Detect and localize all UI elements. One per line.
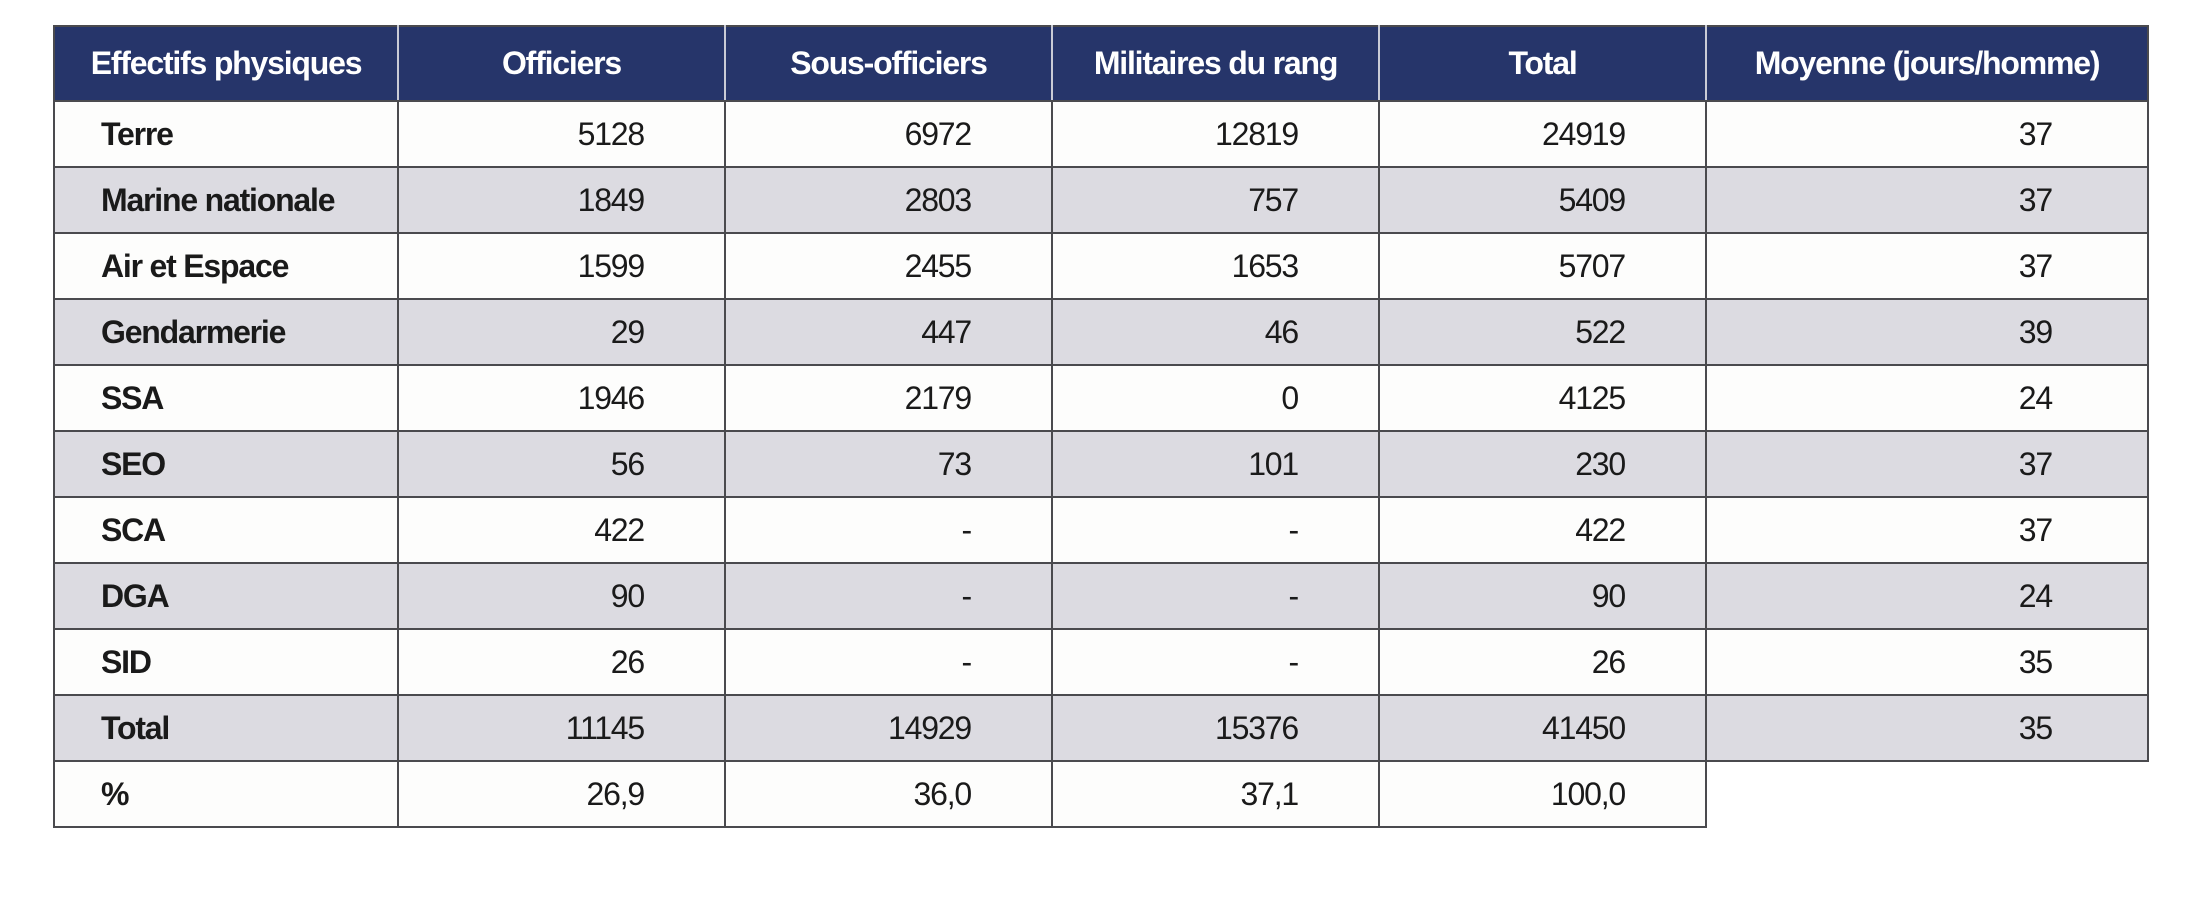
header-row: Effectifs physiques Officiers Sous-officie… [53, 25, 2149, 102]
average-cell: 37 [1705, 232, 2149, 300]
value-cell: 2455 [724, 232, 1053, 300]
value-cell: 2179 [724, 364, 1053, 432]
table-row: SEO 56 73 101 230 37 [53, 430, 2149, 498]
column-header: Officiers [397, 25, 726, 102]
table-row: SCA 422- -422 37 [53, 496, 2149, 564]
value-cell: 26,9 [397, 760, 726, 828]
effectifs-table: Effectifs physiques Officiers Sous-officie… [53, 25, 2149, 828]
row-label: Marine nationale [53, 166, 399, 234]
value-cell: 12819 [1051, 100, 1380, 168]
value-cell: 26 [1378, 628, 1707, 696]
value-cell: 522 [1378, 298, 1707, 366]
value-cell: 26 [397, 628, 726, 696]
value-cell: 24919 [1378, 100, 1707, 168]
value-cell: 100,0 [1378, 760, 1707, 828]
row-label: Air et Espace [53, 232, 399, 300]
average-cell: 35 [1705, 628, 2149, 696]
value-cell: - [724, 628, 1053, 696]
average-cell: 24 [1705, 562, 2149, 630]
value-cell: 422 [1378, 496, 1707, 564]
value-cell: 15376 [1051, 694, 1380, 762]
table-row: Gendarmerie 29 447 46 522 39 [53, 298, 2149, 366]
value-cell: 56 [397, 430, 726, 498]
row-label: SSA [53, 364, 399, 432]
value-cell: - [1051, 628, 1380, 696]
value-cell: 29 [397, 298, 726, 366]
value-cell: - [724, 496, 1053, 564]
value-cell: 230 [1378, 430, 1707, 498]
column-header: Total [1378, 25, 1707, 102]
value-cell: 447 [724, 298, 1053, 366]
average-cell: 24 [1705, 364, 2149, 432]
value-cell: 2803 [724, 166, 1053, 234]
value-cell: 422 [397, 496, 726, 564]
value-cell: 11145 [397, 694, 726, 762]
table-row: DGA 90- -90 24 [53, 562, 2149, 630]
table-row: Terre 5128 6972 12819 24919 37 [53, 100, 2149, 168]
value-cell: 37,1 [1051, 760, 1380, 828]
table-row: Air et Espace 1599 2455 1653 5707 37 [53, 232, 2149, 300]
value-cell: 1849 [397, 166, 726, 234]
row-label: Gendarmerie [53, 298, 399, 366]
value-cell: 0 [1051, 364, 1380, 432]
table-row: SID 26- -26 35 [53, 628, 2149, 696]
table-row: % 26,9 36,0 37,1 100,0 [53, 760, 2148, 828]
value-cell: 90 [1378, 562, 1707, 630]
row-label: Terre [53, 100, 399, 168]
average-cell: 37 [1705, 430, 2149, 498]
table-row: Total 11145 14929 15376 41450 35 [53, 694, 2149, 762]
value-cell: - [1051, 562, 1380, 630]
row-label: DGA [53, 562, 399, 630]
value-cell: 5128 [397, 100, 726, 168]
table-row: SSA 1946 2179 0 4125 24 [53, 364, 2149, 432]
value-cell: 90 [397, 562, 726, 630]
value-cell: 1653 [1051, 232, 1380, 300]
average-cell: 37 [1705, 496, 2149, 564]
row-label: SCA [53, 496, 399, 564]
row-label: % [53, 760, 399, 828]
column-header: Effectifs physiques [53, 25, 399, 102]
row-label: SID [53, 628, 399, 696]
value-cell: 5409 [1378, 166, 1707, 234]
value-cell: 4125 [1378, 364, 1707, 432]
value-cell: 5707 [1378, 232, 1707, 300]
value-cell: 101 [1051, 430, 1380, 498]
average-cell: 39 [1705, 298, 2149, 366]
average-cell: 37 [1705, 100, 2149, 168]
value-cell: - [724, 562, 1053, 630]
value-cell: 46 [1051, 298, 1380, 366]
value-cell: 1946 [397, 364, 726, 432]
column-header: Sous-officiers [724, 25, 1053, 102]
value-cell: 41450 [1378, 694, 1707, 762]
value-cell: - [1051, 496, 1380, 564]
row-label: SEO [53, 430, 399, 498]
value-cell: 36,0 [724, 760, 1053, 828]
value-cell: 6972 [724, 100, 1053, 168]
value-cell: 1599 [397, 232, 726, 300]
value-cell: 757 [1051, 166, 1380, 234]
average-cell: 37 [1705, 166, 2149, 234]
table-row: Marine nationale 1849 2803 757 5409 37 [53, 166, 2149, 234]
empty-cell [1706, 761, 2148, 827]
value-cell: 14929 [724, 694, 1053, 762]
row-label: Total [53, 694, 399, 762]
column-header: Moyenne (jours/homme) [1705, 25, 2149, 102]
column-header: Militaires du rang [1051, 25, 1380, 102]
average-cell: 35 [1705, 694, 2149, 762]
value-cell: 73 [724, 430, 1053, 498]
